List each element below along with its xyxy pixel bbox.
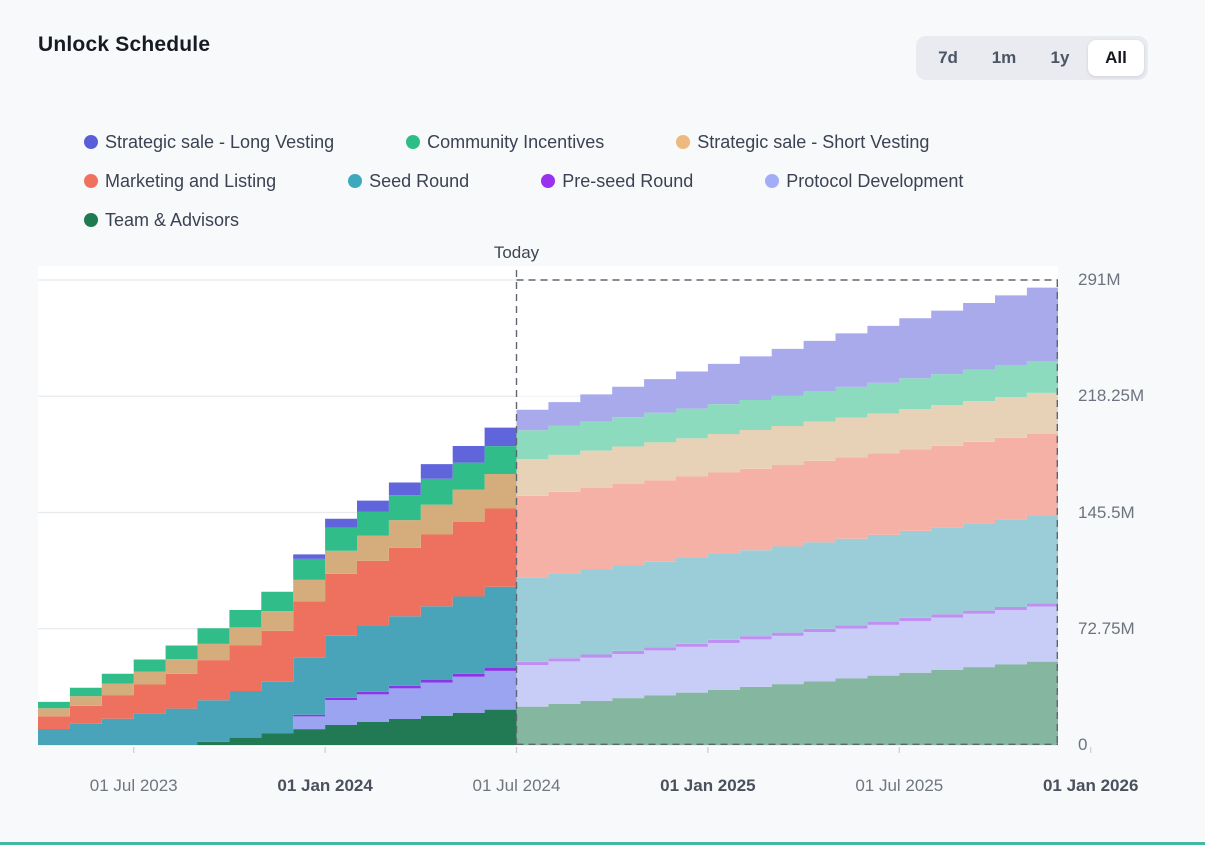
y-axis-label: 145.5M [1078, 502, 1135, 522]
legend-dot-icon [84, 213, 98, 227]
range-button-7d[interactable]: 7d [920, 40, 976, 76]
x-axis-label: 01 Jan 2026 [1042, 776, 1139, 795]
time-range-switcher: 7d 1m 1y All [916, 36, 1148, 80]
today-label: Today [493, 243, 540, 262]
range-button-1y[interactable]: 1y [1032, 40, 1088, 76]
stacked-areas[interactable] [38, 280, 1091, 745]
y-axis-label: 291M [1078, 270, 1121, 289]
legend-item[interactable]: Community Incentives [406, 130, 604, 154]
bottom-accent-line [0, 842, 1205, 845]
legend-item[interactable]: Pre-seed Round [541, 169, 693, 193]
legend-label: Marketing and Listing [105, 171, 277, 191]
range-button-1m[interactable]: 1m [976, 40, 1032, 76]
area-pre-seed-round[interactable] [38, 600, 1091, 745]
range-button-all[interactable]: All [1088, 40, 1144, 76]
chart-legend: Strategic sale - Long Vesting Community I… [84, 130, 963, 247]
legend-label: Community Incentives [427, 132, 605, 152]
area-marketing-and-listing[interactable] [38, 430, 1091, 730]
legend-dot-icon [84, 135, 98, 149]
legend-label: Strategic sale - Long Vesting [105, 132, 335, 152]
x-axis-label: 01 Jul 2023 [89, 776, 178, 795]
legend-dot-icon [765, 174, 780, 188]
legend-dot-icon [84, 174, 98, 188]
legend-dot-icon [676, 135, 691, 149]
legend-label: Seed Round [369, 171, 470, 191]
y-axis-label: 0 [1078, 735, 1088, 754]
legend-item[interactable]: Strategic sale - Short Vesting [676, 130, 929, 154]
legend-item[interactable]: Seed Round [348, 169, 469, 193]
x-axis-label: 01 Jul 2025 [855, 776, 944, 795]
legend-label: Pre-seed Round [562, 171, 694, 191]
legend-row: Team & Advisors [84, 208, 963, 232]
unlock-chart[interactable] [0, 0, 1205, 820]
legend-item[interactable]: Protocol Development [765, 169, 963, 193]
x-axis-label: 01 Jul 2024 [472, 776, 561, 795]
legend-label: Protocol Development [786, 171, 964, 191]
area-strategic-sale-long-vesting[interactable] [38, 280, 1091, 702]
legend-item[interactable]: Team & Advisors [84, 208, 239, 232]
legend-dot-icon [348, 174, 363, 188]
legend-row: Strategic sale - Long Vesting Community I… [84, 130, 963, 154]
legend-item[interactable]: Marketing and Listing [84, 169, 276, 193]
y-axis-label: 218.25M [1078, 386, 1145, 406]
area-seed-round[interactable] [38, 512, 1091, 745]
x-axis-label: 01 Jan 2025 [660, 776, 756, 795]
legend-item[interactable]: Strategic sale - Long Vesting [84, 130, 334, 154]
legend-label: Team & Advisors [105, 210, 240, 230]
area-protocol-development[interactable] [38, 603, 1091, 745]
legend-row: Marketing and Listing Seed Round Pre-seed … [84, 169, 963, 193]
y-axis-label: 72.75M [1078, 618, 1135, 638]
page-title: Unlock Schedule [38, 33, 211, 56]
future-fade-overlay [516, 268, 1058, 745]
legend-dot-icon [541, 174, 556, 188]
area-community-incentives[interactable] [38, 357, 1091, 709]
x-axis-label: 01 Jan 2024 [277, 776, 373, 795]
legend-dot-icon [406, 135, 421, 149]
legend-label: Strategic sale - Short Vesting [697, 132, 930, 152]
area-strategic-sale-short-vesting[interactable] [38, 389, 1091, 717]
area-team-advisors[interactable] [38, 659, 1091, 745]
